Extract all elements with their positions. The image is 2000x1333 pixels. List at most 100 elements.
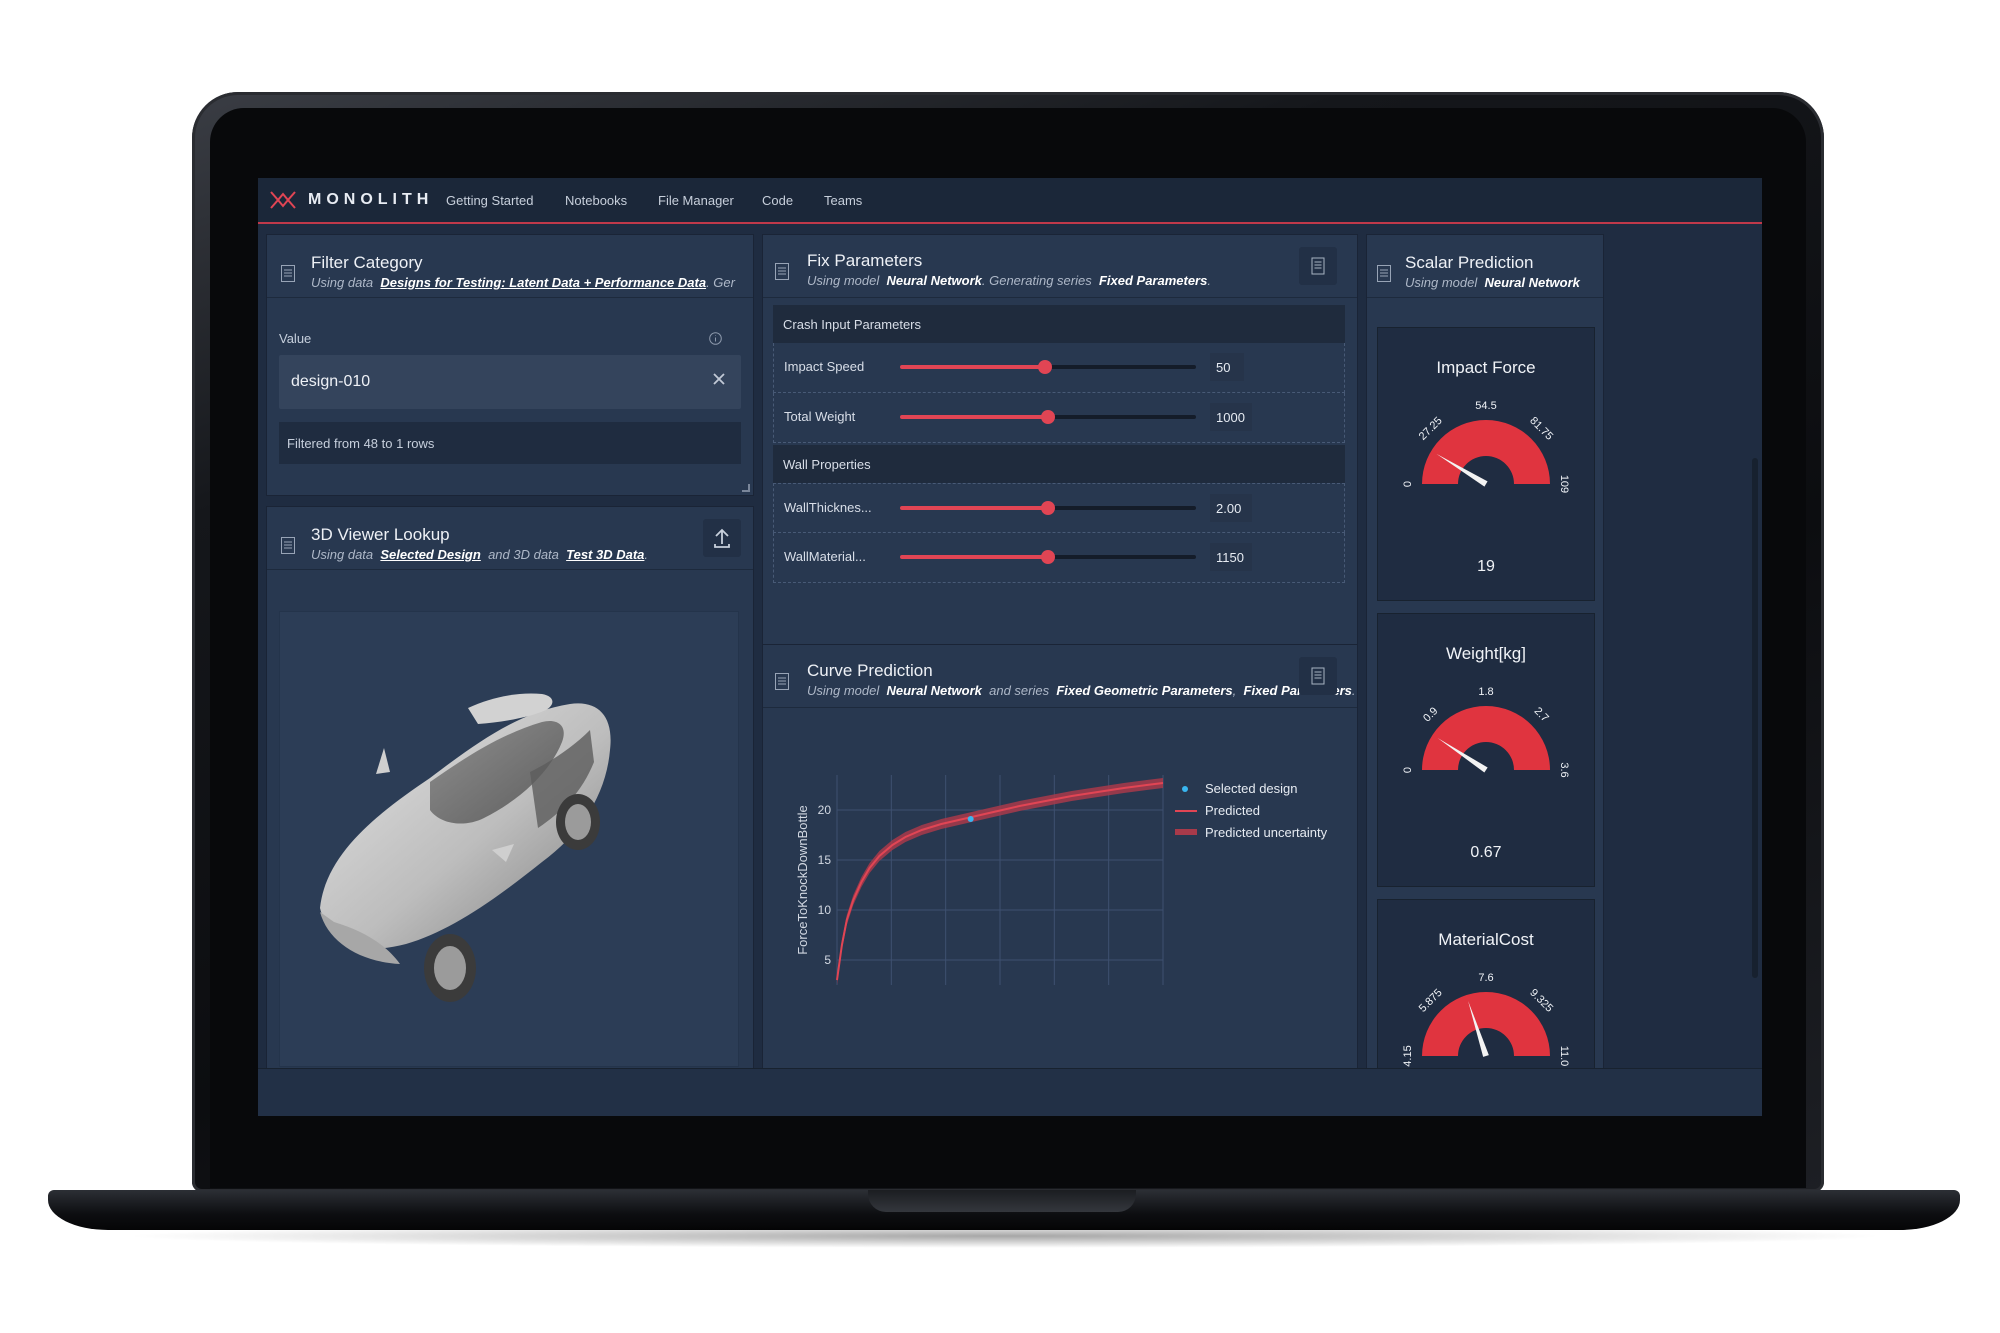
panel-header: Curve Prediction Using model Neural Netw…	[763, 645, 1357, 708]
notes-button[interactable]	[1299, 247, 1337, 285]
panel-subtitle: Using model Neural Network. Generating s…	[807, 273, 1211, 288]
nav-notebooks[interactable]: Notebooks	[565, 193, 628, 208]
gauge-value: 19	[1477, 558, 1495, 575]
export-button[interactable]	[703, 519, 741, 557]
nav-code[interactable]: Code	[762, 193, 794, 208]
param-value[interactable]: 1150	[1210, 543, 1252, 571]
wall-thickness-slider[interactable]	[900, 501, 1196, 515]
gauge-tick-label: 2.7	[1532, 705, 1551, 724]
nav-file-manager[interactable]: File Manager	[658, 193, 734, 208]
panel-subtitle: Using data Designs for Testing: Latent D…	[311, 275, 735, 290]
gauge-tick-label: 7.6	[1478, 972, 1493, 984]
param-value[interactable]: 2.00	[1210, 494, 1252, 522]
brand-name[interactable]: MONOLITH	[308, 191, 434, 208]
document-icon	[281, 537, 295, 554]
gauge-tick-label: 1.8	[1478, 686, 1493, 698]
section-wall-properties: Wall Properties	[773, 445, 1345, 483]
param-row-total-weight: Total Weight 1000	[773, 393, 1345, 443]
car-model[interactable]	[280, 612, 738, 1066]
gauge-tick-label: 109	[1558, 475, 1570, 493]
selected-design-link[interactable]: Selected Design	[380, 547, 481, 562]
wall-material-slider[interactable]	[900, 550, 1196, 564]
nav-getting-started[interactable]: Getting Started	[446, 193, 534, 208]
clear-icon[interactable]	[711, 371, 727, 387]
gauge-tick-label: 0.9	[1421, 705, 1440, 724]
panel-subtitle: Using model Neural Network	[1405, 275, 1580, 290]
3d-viewport[interactable]	[279, 611, 739, 1067]
gauge-value: 0.67	[1470, 844, 1502, 861]
document-icon	[1311, 667, 1325, 685]
gauge-arc	[1422, 706, 1550, 770]
gauge-tick-label: 81.75	[1527, 415, 1555, 443]
y-axis-label: ForceToKnockDownBottle	[795, 805, 810, 955]
param-label: Total Weight	[784, 409, 856, 424]
resize-handle[interactable]	[742, 484, 750, 492]
panel-header: Fix Parameters Using model Neural Networ…	[763, 235, 1357, 298]
gauge-card-material-cost: MaterialCost 4.15 5.875 7.6 9.325 11.0	[1377, 899, 1595, 1101]
gauge-tick-label: 27.25	[1417, 415, 1445, 443]
predicted-line	[836, 782, 1164, 981]
gauge-dial: 0 0.9 1.8 2.7 3.6	[1402, 686, 1570, 778]
curve-chart[interactable]: 20 15 10 5 ForceToKnockDownBottle Selected de…	[763, 711, 1339, 1049]
param-value[interactable]: 50	[1210, 353, 1244, 381]
panel-header: 3D Viewer Lookup Using data Selected Des…	[267, 507, 753, 570]
y-tick-label: 20	[818, 803, 832, 817]
curve-prediction-panel: Curve Prediction Using model Neural Netw…	[762, 644, 1358, 1086]
slider-thumb[interactable]	[1041, 410, 1055, 424]
gauge-tick-label: 0	[1402, 481, 1414, 487]
gauge-tick-label: 3.6	[1558, 762, 1570, 777]
panel-subtitle: Using model Neural Network and series Fi…	[807, 683, 1356, 698]
slider-thumb[interactable]	[1041, 501, 1055, 515]
legend-swatch-uncertainty	[1175, 829, 1197, 835]
section-crash-input: Crash Input Parameters	[773, 305, 1345, 343]
filter-category-panel: Filter Category Using data Designs for T…	[266, 234, 754, 496]
top-nav-bar: MONOLITH Getting Started Notebooks File …	[258, 178, 1762, 224]
scrollbar[interactable]	[1752, 458, 1758, 978]
gauge-tick-label: 54.5	[1475, 400, 1496, 412]
document-icon	[1311, 257, 1325, 275]
gauge-arc	[1422, 420, 1550, 484]
gauge-tick-label: 9.325	[1527, 987, 1555, 1015]
nav-teams[interactable]: Teams	[824, 193, 863, 208]
panel-header: Scalar Prediction Using model Neural Net…	[1367, 235, 1603, 298]
total-weight-slider[interactable]	[900, 410, 1196, 424]
dataset-link[interactable]: Designs for Testing: Latent Data + Perfo…	[380, 275, 707, 290]
panel-title: Fix Parameters	[807, 251, 923, 270]
legend-swatch-selected	[1182, 786, 1188, 792]
slider-fill	[900, 365, 1046, 369]
laptop-shadow	[120, 1224, 1890, 1248]
legend-label: Selected design	[1205, 781, 1298, 796]
gauge-tick-label: 5.875	[1417, 987, 1445, 1015]
slider-thumb[interactable]	[1041, 550, 1055, 564]
document-icon	[281, 265, 295, 282]
info-icon[interactable]	[709, 332, 722, 345]
panel-title: Scalar Prediction	[1405, 253, 1534, 272]
gauge-dial: 4.15 5.875 7.6 9.325 11.0	[1402, 972, 1570, 1067]
gauge-needle	[1468, 1000, 1489, 1057]
test-3d-data-link[interactable]: Test 3D Data	[566, 547, 645, 562]
laptop-notch	[868, 1190, 1136, 1212]
value-input[interactable]	[279, 355, 741, 409]
legend-label: Predicted	[1205, 803, 1260, 818]
impact-speed-slider[interactable]	[900, 360, 1196, 374]
gauge-card-impact-force: Impact Force 0 27.25 54.5 81.75 109 19	[1377, 327, 1595, 601]
document-icon	[775, 673, 789, 690]
filter-status: Filtered from 48 to 1 rows	[279, 422, 741, 464]
gauge-title: MaterialCost	[1438, 930, 1534, 949]
gauge-tick-label: 0	[1402, 767, 1414, 773]
param-value[interactable]: 1000	[1210, 403, 1252, 431]
gauge-title: Weight[kg]	[1445, 644, 1526, 663]
monolith-logo-icon[interactable]	[270, 190, 296, 210]
notes-button[interactable]	[1299, 657, 1337, 695]
param-label: WallThicknes...	[784, 500, 872, 515]
gauge-dial: 0 27.25 54.5 81.75 109	[1402, 400, 1570, 493]
upload-icon	[714, 528, 730, 548]
slider-fill	[900, 506, 1048, 510]
panel-title: Filter Category	[311, 253, 423, 272]
legend-label: Predicted uncertainty	[1205, 825, 1328, 840]
viewer-panel: 3D Viewer Lookup Using data Selected Des…	[266, 506, 754, 1070]
gauge-needle	[1436, 453, 1488, 487]
fix-parameters-panel: Fix Parameters Using model Neural Networ…	[762, 234, 1358, 676]
document-icon	[775, 263, 789, 280]
slider-thumb[interactable]	[1038, 360, 1053, 374]
